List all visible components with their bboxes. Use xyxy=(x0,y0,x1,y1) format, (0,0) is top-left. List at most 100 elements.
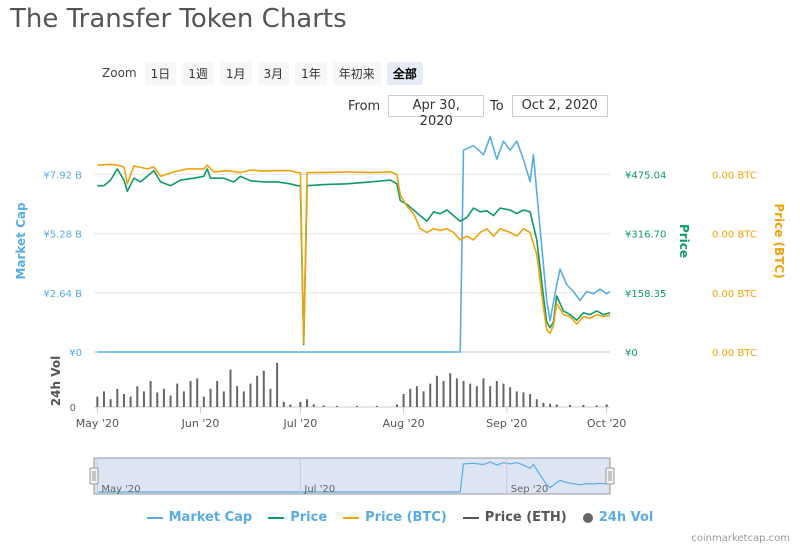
volume-bar xyxy=(202,396,205,407)
zoom-button-1y[interactable]: 1年 xyxy=(295,61,327,85)
volume-bar xyxy=(306,399,309,407)
date-range-to: To Oct 2, 2020 xyxy=(490,95,608,117)
volume-bar xyxy=(489,386,492,407)
navigator-handle-right[interactable] xyxy=(605,467,615,485)
volume-bar xyxy=(102,391,105,407)
y-axis-title-volume: 24h Vol xyxy=(49,356,63,406)
volume-bar xyxy=(569,404,572,407)
legend-line-icon xyxy=(146,516,163,519)
zoom-button-1w[interactable]: 1週 xyxy=(182,61,214,85)
legend-label: Price xyxy=(290,510,328,525)
volume-bar xyxy=(542,402,545,407)
volume-bar xyxy=(109,399,112,407)
volume-bar xyxy=(475,386,478,407)
y-tick-price-btc: 0.00 BTC xyxy=(712,289,757,300)
legend: Market Cap Price Price (BTC) Price (ETH)… xyxy=(0,510,800,525)
volume-bar xyxy=(375,405,378,407)
legend-label: 24h Vol xyxy=(598,510,654,525)
volume-bar xyxy=(555,404,558,407)
volume-bar xyxy=(149,381,152,407)
volume-bar xyxy=(276,362,279,407)
y-tick-price-btc: 0.00 BTC xyxy=(712,230,757,241)
navigator-label: May '20 xyxy=(101,484,140,495)
x-tick-label: May '20 xyxy=(76,417,119,430)
legend-item-market-cap[interactable]: Market Cap xyxy=(146,510,253,525)
volume-bar xyxy=(229,369,232,407)
series-line-price xyxy=(97,168,611,346)
legend-label: Market Cap xyxy=(168,510,253,525)
zoom-bar: Zoom 1日 1週 1月 3月 1年 年初来 全部 xyxy=(102,61,429,85)
zoom-label: Zoom xyxy=(102,66,137,80)
y-tick-price: ¥316.70 xyxy=(625,230,666,241)
to-date-input[interactable]: Oct 2, 2020 xyxy=(511,95,608,117)
zoom-button-1m[interactable]: 1月 xyxy=(219,61,252,85)
navigator-label: Sep '20 xyxy=(511,484,549,495)
volume-bar xyxy=(222,391,225,407)
volume-bar xyxy=(116,388,119,407)
y-tick-volume: 0 xyxy=(70,403,76,414)
legend-item-price-btc[interactable]: Price (BTC) xyxy=(343,510,447,525)
navigator-handle-left[interactable] xyxy=(89,467,99,485)
from-date-input[interactable]: Apr 30, 2020 xyxy=(388,95,485,129)
volume-bar xyxy=(142,391,145,407)
legend-label: Price (ETH) xyxy=(484,510,567,525)
y-tick-price-btc: 0.00 BTC xyxy=(712,170,757,181)
volume-bar xyxy=(549,403,552,407)
series-line-price-btc xyxy=(97,163,611,344)
zoom-button-1d[interactable]: 1日 xyxy=(144,61,177,85)
legend-line-icon xyxy=(462,516,479,519)
volume-bar xyxy=(322,405,325,407)
volume-bar xyxy=(136,386,139,407)
y-tick-price: ¥0 xyxy=(625,348,638,359)
volume-bar xyxy=(336,405,339,407)
volume-bar xyxy=(509,387,512,407)
y-axis-title-price: Price xyxy=(677,224,691,258)
volume-bar xyxy=(122,394,125,407)
volume-bar xyxy=(529,394,532,407)
x-tick-label: Jul '20 xyxy=(283,417,318,430)
zoom-button-ytd[interactable]: 年初来 xyxy=(332,61,381,85)
volume-bar xyxy=(256,375,259,407)
navigator-label: Jul '20 xyxy=(303,484,335,495)
volume-bar xyxy=(535,399,538,407)
y-tick-market-cap: ¥2.64 B xyxy=(43,289,82,300)
volume-bar xyxy=(402,394,405,407)
volume-bar xyxy=(462,381,465,407)
volume-bar xyxy=(515,391,518,407)
x-tick-label: Aug '20 xyxy=(383,417,425,430)
volume-bar xyxy=(262,370,265,407)
volume-bar xyxy=(196,378,199,407)
volume-bar xyxy=(415,386,418,407)
volume-bar xyxy=(469,383,472,407)
volume-bar xyxy=(605,404,608,407)
volume-bar xyxy=(442,381,445,407)
volume-bar xyxy=(209,388,212,407)
legend-line-icon xyxy=(343,516,360,519)
volume-bar xyxy=(502,383,505,407)
date-range-from: From Apr 30, 2020 xyxy=(348,95,485,129)
legend-item-price-eth[interactable]: Price (ETH) xyxy=(462,510,567,525)
credit-text[interactable]: coinmarketcap.com xyxy=(691,533,790,544)
x-tick-label: Sep '20 xyxy=(486,417,527,430)
volume-bar xyxy=(176,383,179,407)
volume-bar xyxy=(249,383,252,407)
legend-item-price[interactable]: Price xyxy=(268,510,327,525)
volume-bar xyxy=(449,373,452,407)
volume-bar xyxy=(169,395,172,407)
volume-bar xyxy=(282,401,285,407)
zoom-button-3m[interactable]: 3月 xyxy=(257,61,290,85)
volume-bar xyxy=(269,388,272,407)
legend-item-24h-vol[interactable]: 24h Vol xyxy=(582,510,654,525)
y-tick-market-cap: ¥5.28 B xyxy=(43,230,82,241)
volume-bar xyxy=(312,404,315,407)
legend-dot-icon xyxy=(582,512,593,523)
volume-bar xyxy=(156,392,159,407)
volume-bar xyxy=(162,388,165,407)
zoom-button-all[interactable]: 全部 xyxy=(386,61,423,85)
navigator-window xyxy=(93,457,611,495)
y-tick-price: ¥475.04 xyxy=(625,170,666,181)
navigator-series-line xyxy=(97,461,611,493)
from-label: From xyxy=(348,98,381,114)
volume-bar xyxy=(96,396,99,407)
